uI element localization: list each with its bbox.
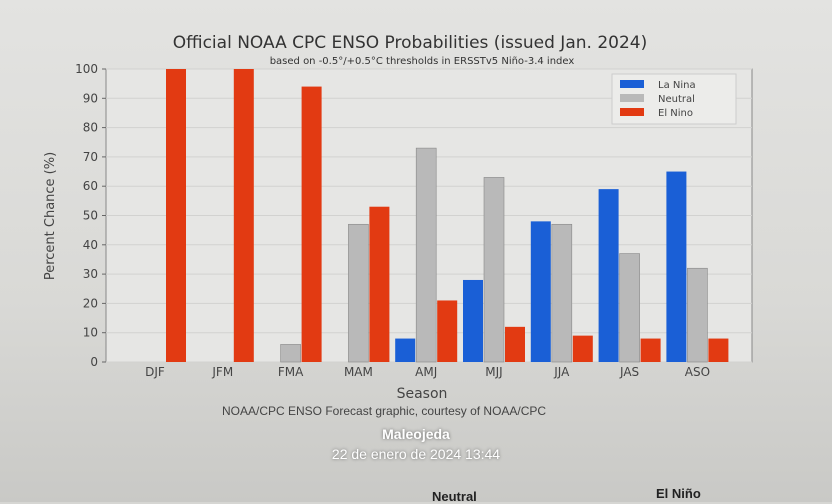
y-tick-label: 70 <box>83 150 98 164</box>
bar-neutral-fma <box>280 344 301 363</box>
legend-label-neutral: Neutral <box>658 94 695 105</box>
bar-el-nino-jja <box>572 335 593 362</box>
bar-neutral-aso <box>687 267 708 363</box>
y-tick-label: 80 <box>83 121 98 135</box>
legend-label-la-nina: La Nina <box>658 80 696 91</box>
bar-la-nina-aso <box>666 171 687 362</box>
x-axis-label: Season <box>397 386 448 402</box>
y-tick-label: 20 <box>83 296 98 310</box>
x-tick-label-jas: JAS <box>619 365 639 379</box>
bar-neutral-amj <box>415 147 437 363</box>
bar-la-nina-jas <box>598 189 619 362</box>
y-tick-label: 50 <box>83 209 98 223</box>
bar-el-nino-amj <box>437 300 458 362</box>
bar-el-nino-aso <box>708 338 729 362</box>
x-tick-label-jfm: JFM <box>211 365 233 379</box>
bar-la-nina-jja <box>530 221 551 362</box>
y-tick-label: 30 <box>83 267 98 281</box>
legend-swatch-neutral <box>620 94 644 102</box>
y-tick-label: 100 <box>75 62 98 76</box>
chart-credit: NOAA/CPC ENSO Forecast graphic, courtesy… <box>222 404 547 418</box>
bar-neutral-mjj <box>483 177 505 363</box>
bar-neutral-mam <box>348 223 369 363</box>
bar-la-nina-amj <box>395 338 416 362</box>
legend-label-el-nino: El Nino <box>658 108 693 119</box>
bar-neutral-jas <box>619 253 640 363</box>
x-tick-label-amj: AMJ <box>415 365 437 379</box>
chart-subtitle: based on -0.5°/+0.5°C thresholds in ERSS… <box>270 56 575 67</box>
y-axis-label: Percent Chance (%) <box>43 152 58 280</box>
bar-el-nino-fma <box>301 86 322 362</box>
y-tick-label: 0 <box>90 355 98 369</box>
bar-el-nino-djf <box>166 69 186 362</box>
y-tick-label: 40 <box>83 238 98 252</box>
x-tick-label-mam: MAM <box>344 365 373 379</box>
table-header-neutral: Neutral <box>432 489 477 504</box>
x-tick-label-mjj: MJJ <box>485 365 502 379</box>
x-tick-label-djf: DJF <box>145 365 165 379</box>
table-header-el-nino: El Niño <box>656 486 701 501</box>
photo-author: Maleojeda <box>382 426 450 442</box>
y-tick-label: 90 <box>83 91 98 105</box>
bar-la-nina-mjj <box>463 279 483 362</box>
bar-neutral-jja <box>551 223 573 363</box>
x-tick-label-aso: ASO <box>685 365 710 379</box>
photo-timestamp: 22 de enero de 2024 13:44 <box>331 446 501 462</box>
bar-el-nino-jfm <box>233 69 254 362</box>
bar-el-nino-mam <box>369 206 390 362</box>
bar-el-nino-mjj <box>505 326 525 362</box>
legend-swatch-la-nina <box>620 80 644 88</box>
x-tick-label-fma: FMA <box>278 365 304 379</box>
chart-title: Official NOAA CPC ENSO Probabilities (is… <box>173 33 647 53</box>
x-tick-label-jja: JJA <box>553 365 570 379</box>
y-tick-label: 10 <box>83 326 98 340</box>
bar-el-nino-jas <box>640 338 661 362</box>
legend-swatch-el-nino <box>620 108 644 116</box>
y-tick-label: 60 <box>83 179 98 193</box>
